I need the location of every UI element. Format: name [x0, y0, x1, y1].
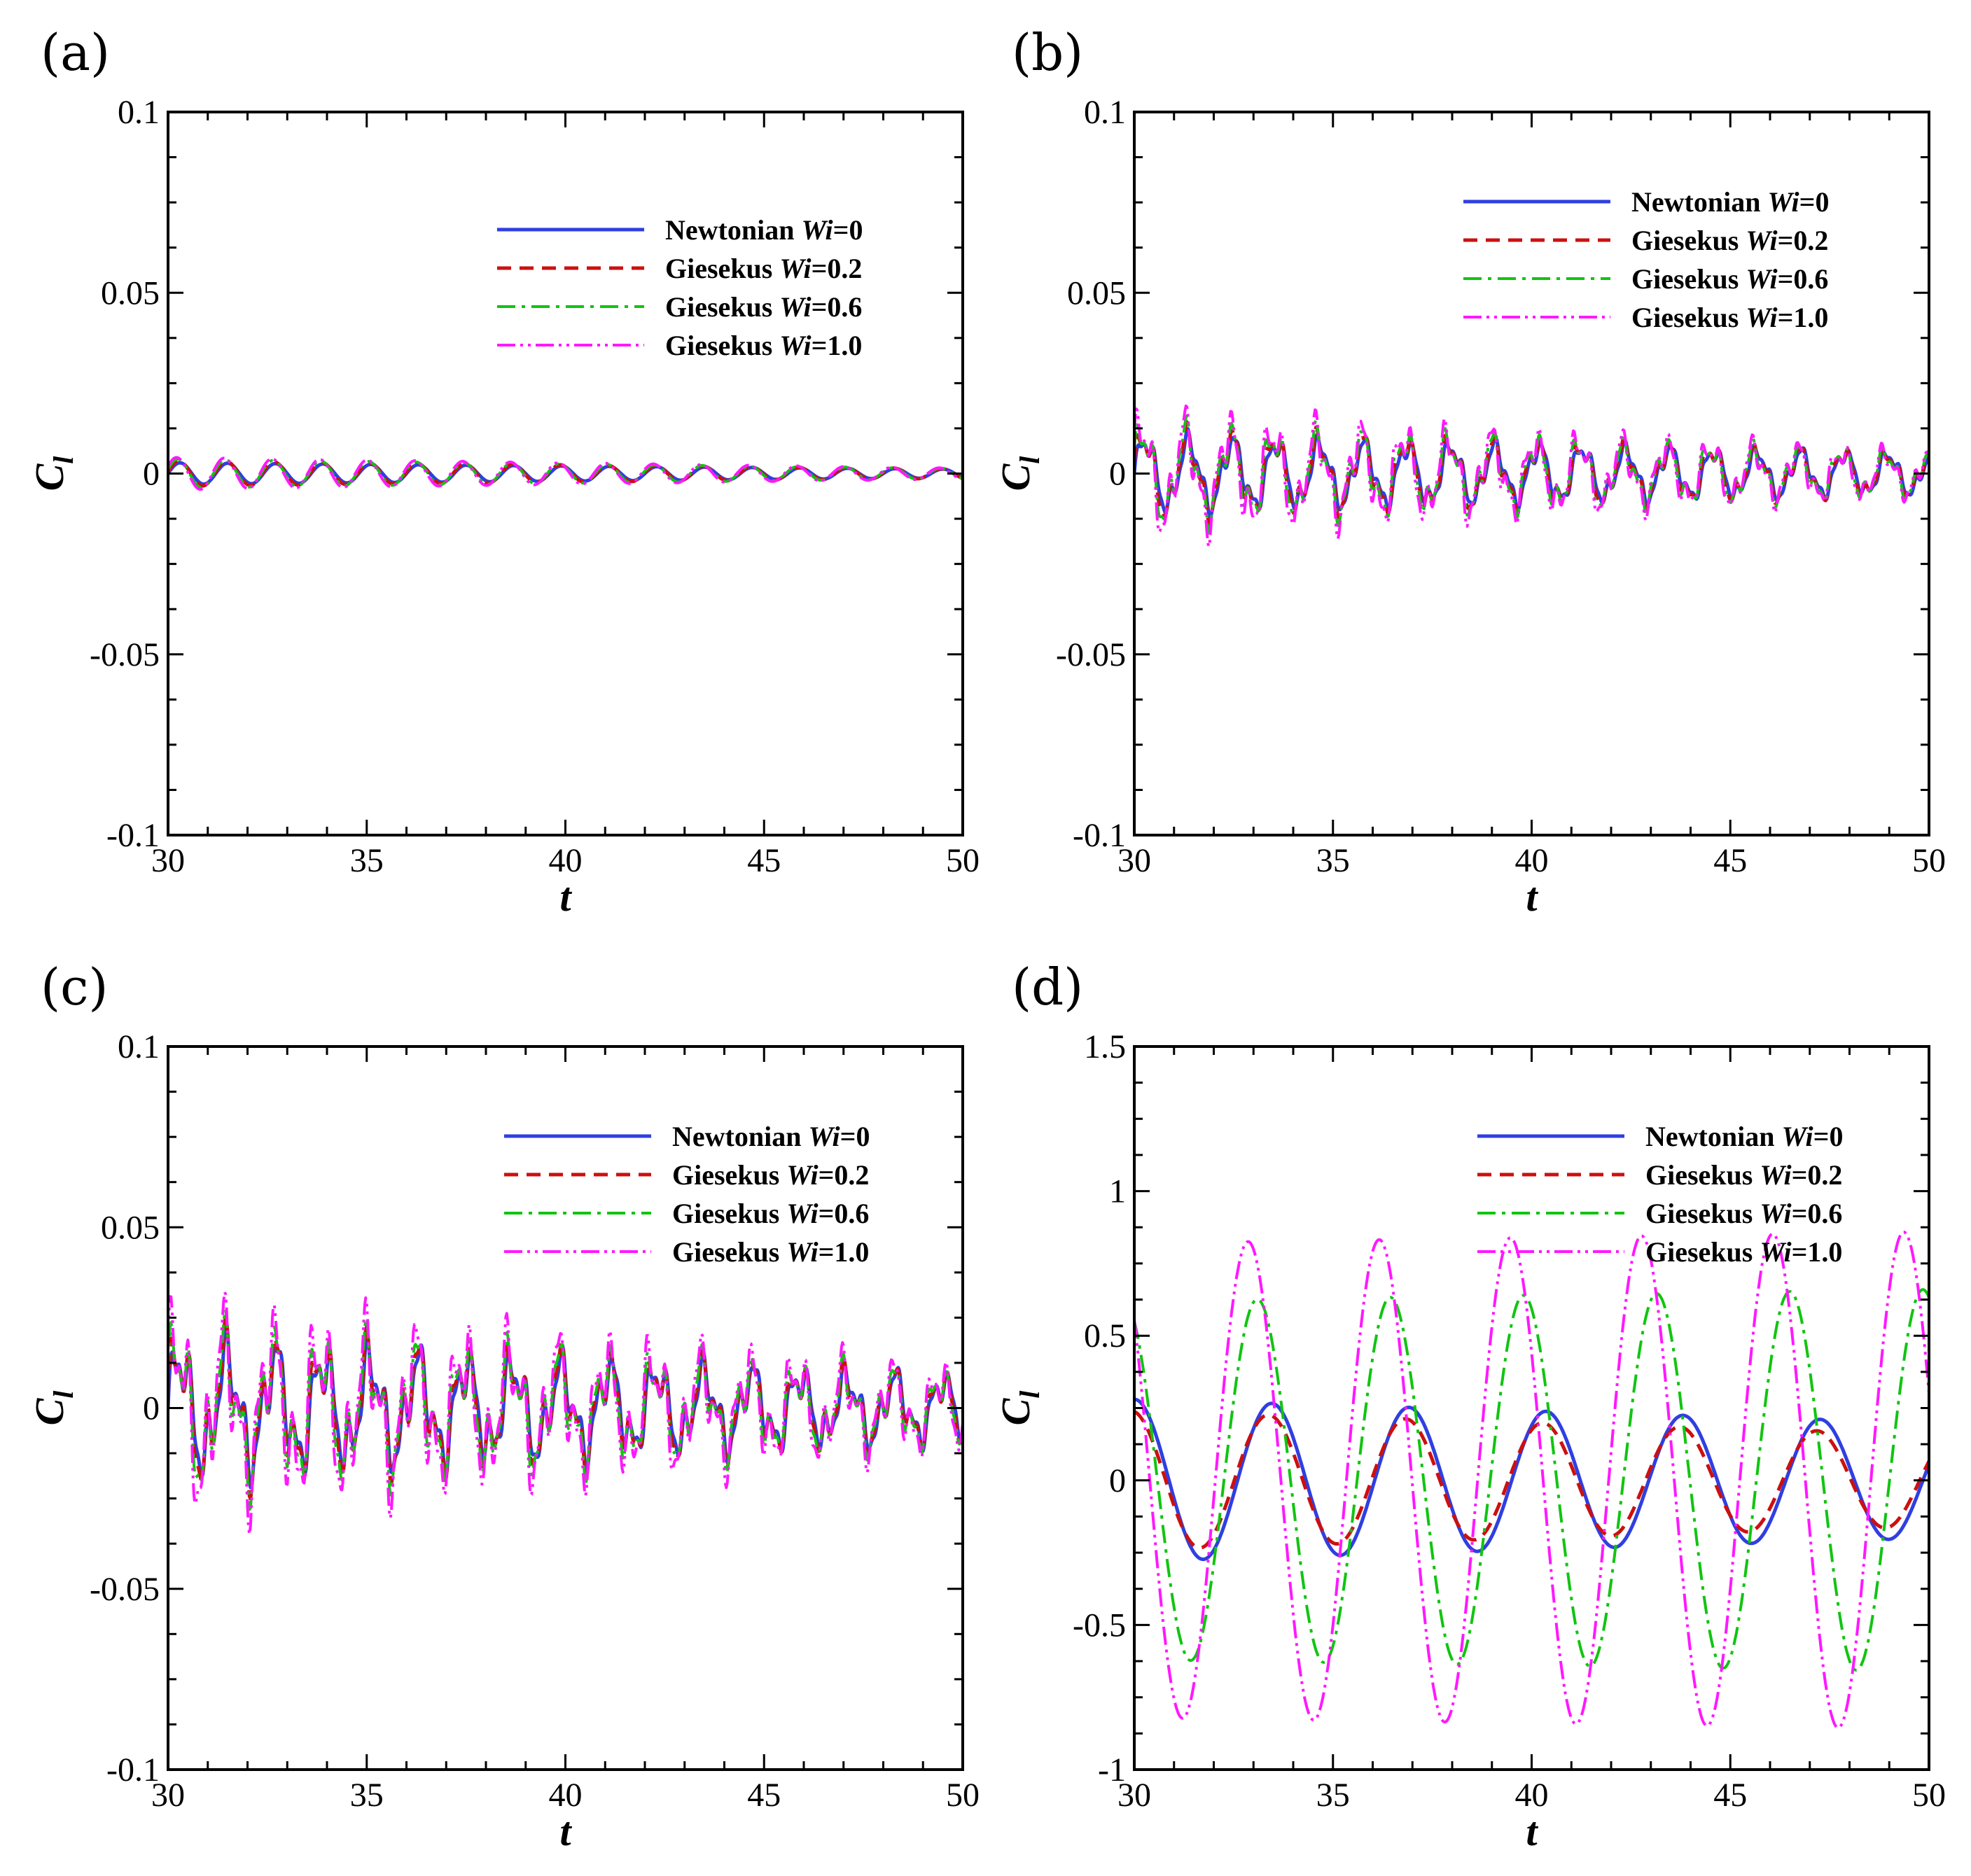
x-tick-label: 35: [350, 1777, 384, 1814]
legend: Newtonian Wi=0 Giesekus Wi=0.2 Giesekus Wi…: [497, 214, 863, 361]
legend-entry-label: Giesekus Wi=0.2: [672, 1159, 869, 1191]
y-tick-label: -1: [1098, 1751, 1126, 1788]
legend-entry-label: Giesekus Wi=1.0: [672, 1236, 869, 1268]
series-lines: [1134, 1231, 1929, 1730]
series-line-giesekus-wi1-0: [1134, 404, 1929, 548]
y-tick-label: 0: [1109, 456, 1126, 493]
legend-entry-label: Giesekus Wi=0.6: [665, 291, 862, 323]
legend-entry-label: Giesekus Wi=0.2: [1631, 225, 1828, 256]
legend-entry-label: Giesekus Wi=0.6: [1645, 1198, 1842, 1229]
plot-frame: [1133, 1045, 1930, 1771]
legend-entry-label: Giesekus Wi=1.0: [665, 330, 862, 361]
series-line-giesekus-wi0-2: [1134, 1410, 1929, 1550]
x-tick-label: 40: [549, 842, 583, 879]
x-axis-label: t: [1526, 874, 1538, 920]
panel-label: (b): [1012, 23, 1083, 82]
x-tick-label: 50: [946, 1777, 980, 1814]
chart-panel-b: (b) 30 35 40 45 50 -0.1 -0.05 0 0.05 0.1 t Cl Newtoni…: [993, 23, 1946, 920]
series-line-newtonian-wi0: [1134, 427, 1929, 519]
y-tick-label: -0.05: [1056, 636, 1126, 673]
legend-entry-label: Newtonian Wi=0: [672, 1121, 870, 1152]
x-tick-label: 50: [946, 842, 980, 879]
legend-entry-label: Newtonian Wi=0: [1645, 1121, 1843, 1152]
series-line-giesekus-wi1-0: [1134, 1231, 1929, 1730]
series-line-newtonian-wi0: [1134, 1397, 1929, 1562]
y-tick-label: 0.1: [1084, 94, 1126, 131]
x-tick-label: 40: [1515, 842, 1549, 879]
panel-label: (d): [1012, 958, 1083, 1016]
y-tick-label: -0.5: [1073, 1606, 1126, 1644]
x-tick-label: 40: [1515, 1777, 1549, 1814]
legend-entry-label: Newtonian Wi=0: [665, 214, 863, 246]
x-tick-label: 50: [1912, 1777, 1946, 1814]
y-axis-label: Cl: [993, 1390, 1045, 1426]
x-tick-label: 45: [1713, 1777, 1747, 1814]
legend-entry-label: Newtonian Wi=0: [1631, 186, 1829, 218]
x-axis-label: t: [1526, 1809, 1538, 1854]
x-tick-label: 30: [151, 842, 185, 879]
series-line-giesekus-wi0-6: [1134, 1288, 1929, 1672]
y-tick-label: -0.1: [106, 1751, 160, 1788]
x-tick-label: 35: [1316, 842, 1350, 879]
legend-entry-label: Giesekus Wi=1.0: [1631, 302, 1828, 333]
y-tick-label: -0.05: [90, 636, 160, 673]
x-tick-label: 30: [1117, 1777, 1151, 1814]
y-tick-label: 0: [1109, 1462, 1126, 1499]
y-axis-label: Cl: [993, 456, 1045, 491]
panel-label: (c): [41, 958, 109, 1016]
x-tick-label: 35: [350, 842, 384, 879]
panel-label: (a): [41, 23, 110, 82]
y-tick-label: 0: [143, 1390, 160, 1427]
x-axis-label: t: [559, 1809, 572, 1854]
x-tick-label: 30: [151, 1777, 185, 1814]
series-lines: [168, 456, 963, 491]
y-tick-label: 0.05: [1067, 274, 1126, 312]
x-tick-label: 30: [1117, 842, 1151, 879]
y-axis-label: Cl: [27, 1390, 79, 1426]
x-tick-label: 40: [549, 1777, 583, 1814]
y-tick-label: 1: [1109, 1173, 1126, 1210]
y-tick-label: -0.1: [106, 817, 160, 854]
chart-panel-c: (c) 30 35 40 45 50 -0.1 -0.05 0 0.05 0.1 t Cl Newtoni…: [27, 958, 980, 1854]
y-tick-label: -0.1: [1073, 817, 1126, 854]
x-tick-label: 35: [1316, 1777, 1350, 1814]
legend-entry-label: Giesekus Wi=0.6: [1631, 263, 1828, 295]
y-axis-label: Cl: [27, 456, 79, 491]
series-line-giesekus-wi1-0: [168, 1290, 963, 1536]
legend-entry-label: Giesekus Wi=0.6: [672, 1198, 869, 1229]
chart-panel-d: (d) 30 35 40 45 50 -1 -0.5 0 0.5 1 1.5 t Cl Newtonian …: [993, 958, 1946, 1854]
series-lines: [168, 1290, 963, 1536]
y-tick-label: 0.05: [101, 274, 160, 312]
y-tick-label: -0.05: [90, 1571, 160, 1608]
x-tick-label: 50: [1912, 842, 1946, 879]
legend-entry-label: Giesekus Wi=0.2: [1645, 1159, 1842, 1191]
x-tick-label: 45: [1713, 842, 1747, 879]
y-tick-label: 0.1: [118, 1028, 160, 1065]
y-tick-label: 0.1: [118, 94, 160, 131]
y-tick-label: 0: [143, 456, 160, 493]
series-line-giesekus-wi1-0: [168, 456, 963, 491]
legend-entry-label: Giesekus Wi=1.0: [1645, 1236, 1842, 1268]
x-tick-label: 45: [747, 1777, 781, 1814]
y-tick-label: 0.05: [101, 1209, 160, 1246]
legend: Newtonian Wi=0 Giesekus Wi=0.2 Giesekus Wi…: [504, 1121, 870, 1268]
x-tick-label: 45: [747, 842, 781, 879]
y-tick-label: 1.5: [1084, 1028, 1126, 1065]
legend: Newtonian Wi=0 Giesekus Wi=0.2 Giesekus Wi…: [1463, 186, 1829, 333]
legend: Newtonian Wi=0 Giesekus Wi=0.2 Giesekus Wi…: [1477, 1121, 1843, 1268]
legend-entry-label: Giesekus Wi=0.2: [665, 253, 862, 284]
y-tick-label: 0.5: [1084, 1317, 1126, 1354]
chart-panel-a: (a) 30 35 40 45 50 -0.1 -0.05 0 0.05 0.1 t Cl Newtoni…: [27, 23, 980, 920]
series-lines: [1134, 404, 1929, 548]
x-axis-label: t: [559, 874, 572, 920]
